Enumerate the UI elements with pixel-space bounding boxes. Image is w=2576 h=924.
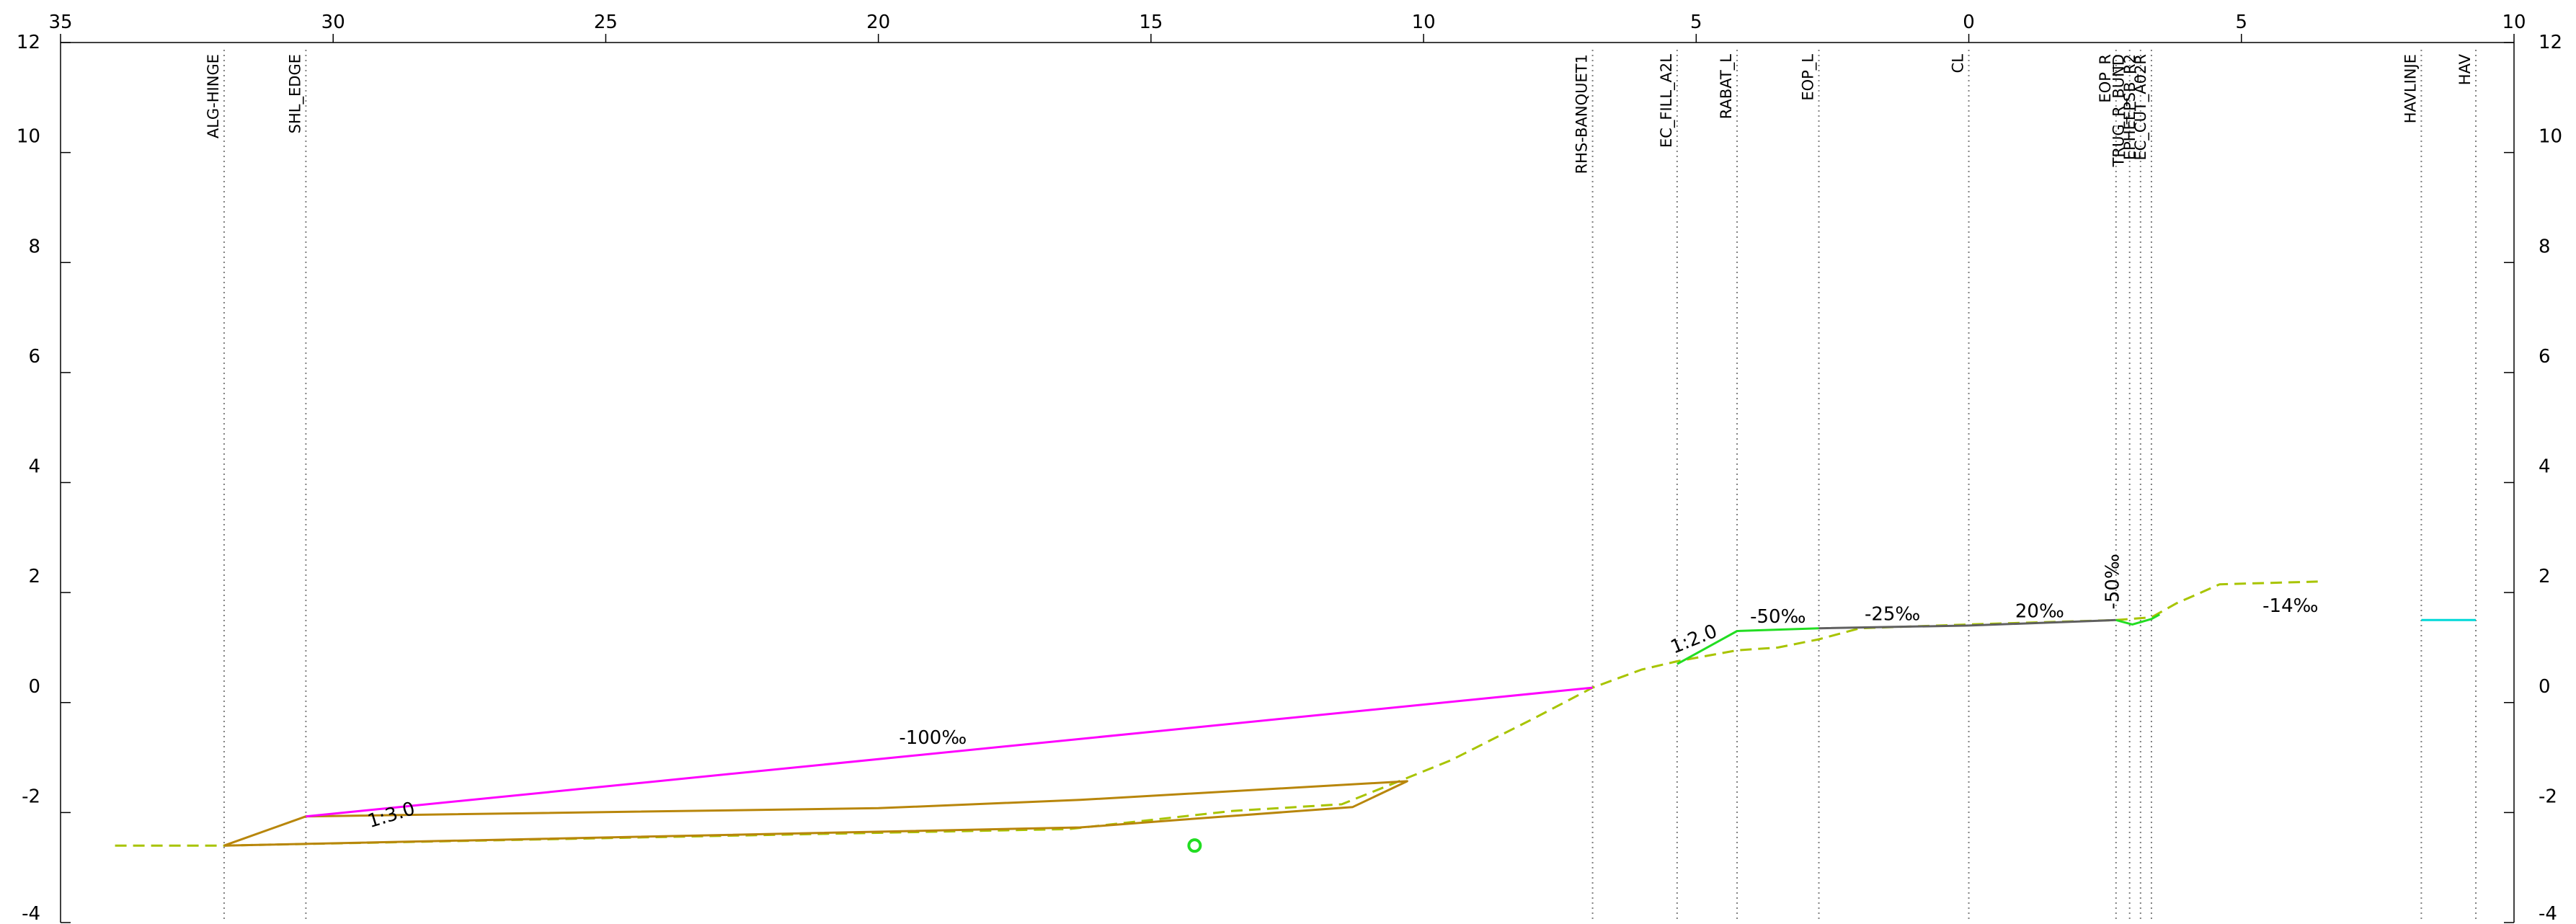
offset-label: HAVLINJE — [2402, 54, 2419, 123]
offset-label: ALG-HINGE — [205, 54, 222, 138]
y-tick-label-right: -2 — [2539, 786, 2557, 807]
slope-label: 20‰ — [2015, 600, 2064, 622]
y-tick-label-left: 12 — [17, 32, 40, 53]
offset-label: EOP_R — [2097, 54, 2115, 103]
slope-label: -14‰ — [2262, 595, 2318, 617]
existing-ground-line — [115, 580, 2318, 847]
slope-label: -25‰ — [1865, 603, 1920, 625]
offset-label: EC_CUT_A02R — [2132, 54, 2150, 160]
y-tick-label-left: 8 — [28, 236, 40, 257]
x-tick-label: 15 — [1139, 12, 1163, 33]
verge-right-line — [2115, 613, 2161, 626]
x-tick-label: 5 — [2236, 12, 2248, 33]
subgrade-line — [306, 686, 1593, 818]
offset-label: HAV — [2456, 53, 2474, 85]
slope-label: -50‰ — [1750, 606, 1806, 628]
labels: ALG-HINGE SHL_EDGE RHS-BANQUET1 EC_FILL_A2L… — [205, 53, 2474, 832]
offset-label: EOP_L — [1800, 54, 1818, 101]
y-tick-label-right: 8 — [2539, 236, 2551, 257]
slope-label: -100‰ — [899, 727, 967, 749]
x-tick-label: 35 — [48, 12, 72, 33]
y-tick-label-left: 4 — [28, 456, 40, 478]
y-tick-label-right: 10 — [2539, 126, 2562, 148]
x-tick-label: 0 — [1963, 12, 1975, 33]
y-tick-label-left: -4 — [22, 903, 40, 924]
slope-label: -50‰ — [2102, 554, 2124, 609]
carriageway-line — [1818, 618, 2116, 630]
y-tick-label-right: 0 — [2539, 676, 2551, 698]
y-tick-label-right: 4 — [2539, 456, 2551, 478]
profiles — [115, 580, 2476, 853]
offset-label: SHL_EDGE — [286, 54, 304, 133]
offset-label: EPHEEPSB_R2 — [2121, 54, 2139, 160]
y-tick-label-left: 2 — [28, 566, 40, 587]
y-tick-label-left: 10 — [17, 126, 40, 148]
y-tick-label-left: -2 — [22, 786, 40, 807]
x-tick-label: 20 — [866, 12, 890, 33]
x-tick-label: 5 — [1690, 12, 1702, 33]
y-tick-label-left: 0 — [28, 676, 40, 698]
offset-gridlines — [223, 50, 2477, 923]
offset-label: CL — [1950, 54, 1967, 74]
offset-label: RHS-BANQUET1 — [1573, 54, 1591, 174]
verge-left-line — [1676, 627, 1819, 665]
y-tick-label-right: 6 — [2539, 346, 2551, 368]
slope-label: 1:2.0 — [1668, 621, 1720, 659]
fill-slope-left-line — [223, 780, 1408, 847]
offset-label: TRUG_R_BUND — [2110, 54, 2128, 167]
x-tick-label: 10 — [2502, 12, 2526, 33]
y-tick-label-right: 12 — [2539, 32, 2562, 53]
x-tick-label: 25 — [594, 12, 618, 33]
x-tick-label: 10 — [1412, 12, 1436, 33]
offset-label: EC_FILL_A2L — [1658, 54, 1676, 148]
y-tick-label-left: 6 — [28, 346, 40, 368]
offset-label: RABAT_L — [1718, 54, 1736, 120]
y-tick-label-right: -4 — [2539, 903, 2557, 924]
x-tick-label: 30 — [321, 12, 345, 33]
y-tick-label-right: 2 — [2539, 566, 2551, 587]
slope-label: 1:3.0 — [365, 798, 418, 832]
point-marker — [1187, 838, 1202, 853]
